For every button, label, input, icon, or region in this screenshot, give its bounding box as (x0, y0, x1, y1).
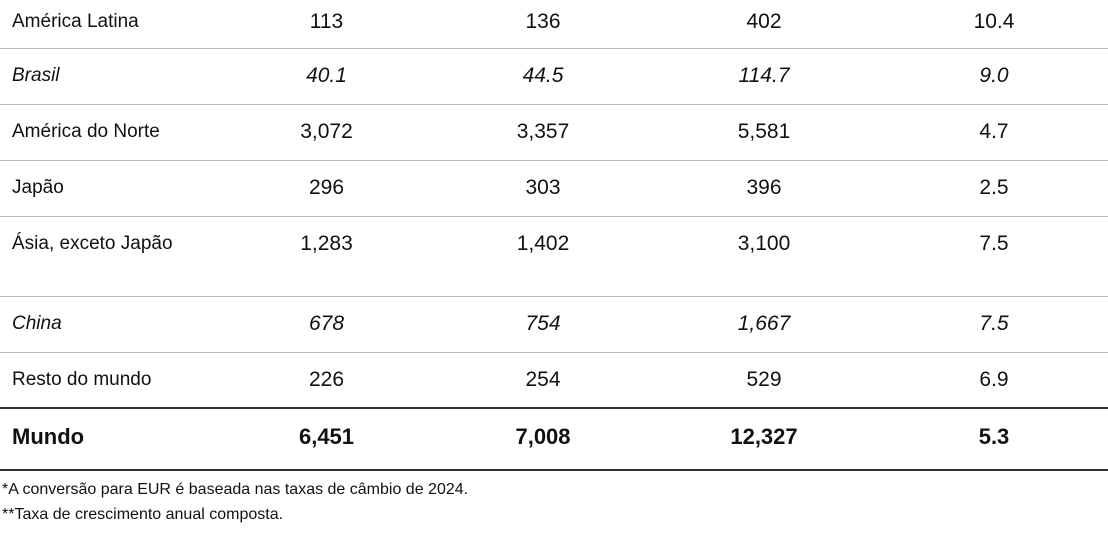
row-label: América Latina (0, 0, 215, 49)
cell: 296 (215, 160, 438, 217)
row-label: Mundo (0, 407, 215, 471)
data-table: América Latina 113 136 402 10.4 Brasil 40.1 44.… (0, 0, 1108, 471)
cell: 113 (215, 0, 438, 49)
cell: 402 (648, 0, 880, 49)
cell: 7,008 (438, 407, 648, 471)
row-label: China (0, 296, 215, 353)
table-row: China 678 754 1,667 7.5 (0, 296, 1108, 353)
table-row: Ásia, exceto Japão 1,283 1,402 3,100 7.5 (0, 216, 1108, 297)
cell: 5,581 (648, 104, 880, 161)
cell: 754 (438, 296, 648, 353)
cell: 9.0 (880, 48, 1108, 105)
cell: 7.5 (880, 296, 1108, 353)
cell: 3,072 (215, 104, 438, 161)
row-label: Ásia, exceto Japão (0, 216, 215, 297)
cell: 10.4 (880, 0, 1108, 49)
cell: 678 (215, 296, 438, 353)
cell: 6,451 (215, 407, 438, 471)
cell: 1,667 (648, 296, 880, 353)
cell: 6.9 (880, 352, 1108, 409)
cell: 396 (648, 160, 880, 217)
table-row: Mundo 6,451 7,008 12,327 5.3 (0, 407, 1108, 471)
cell: 3,100 (648, 216, 880, 297)
cell: 226 (215, 352, 438, 409)
row-label: Japão (0, 160, 215, 217)
cell: 7.5 (880, 216, 1108, 297)
cell: 303 (438, 160, 648, 217)
footnote: **Taxa de crescimento anual composta. (2, 506, 284, 523)
cell: 40.1 (215, 48, 438, 105)
table-row: Japão 296 303 396 2.5 (0, 160, 1108, 217)
cell: 136 (438, 0, 648, 49)
row-label: América do Norte (0, 104, 215, 161)
cell: 12,327 (648, 407, 880, 471)
footnotes: *A conversão para EUR é baseada nas taxa… (0, 477, 1108, 527)
cell: 1,283 (215, 216, 438, 297)
table-row: América Latina 113 136 402 10.4 (0, 0, 1108, 49)
row-label: Resto do mundo (0, 352, 215, 409)
table-row: Resto do mundo 226 254 529 6.9 (0, 352, 1108, 409)
cell: 3,357 (438, 104, 648, 161)
row-label: Brasil (0, 48, 215, 105)
cell: 254 (438, 352, 648, 409)
cell: 2.5 (880, 160, 1108, 217)
table-row: América do Norte 3,072 3,357 5,581 4.7 (0, 104, 1108, 161)
cell: 44.5 (438, 48, 648, 105)
footnote: *A conversão para EUR é baseada nas taxa… (2, 481, 469, 498)
table-body: América Latina 113 136 402 10.4 Brasil 40.1 44.… (0, 0, 1108, 471)
cell: 4.7 (880, 104, 1108, 161)
table-row: Brasil 40.1 44.5 114.7 9.0 (0, 48, 1108, 105)
cell: 5.3 (880, 407, 1108, 471)
cell: 1,402 (438, 216, 648, 297)
cell: 529 (648, 352, 880, 409)
cell: 114.7 (648, 48, 880, 105)
